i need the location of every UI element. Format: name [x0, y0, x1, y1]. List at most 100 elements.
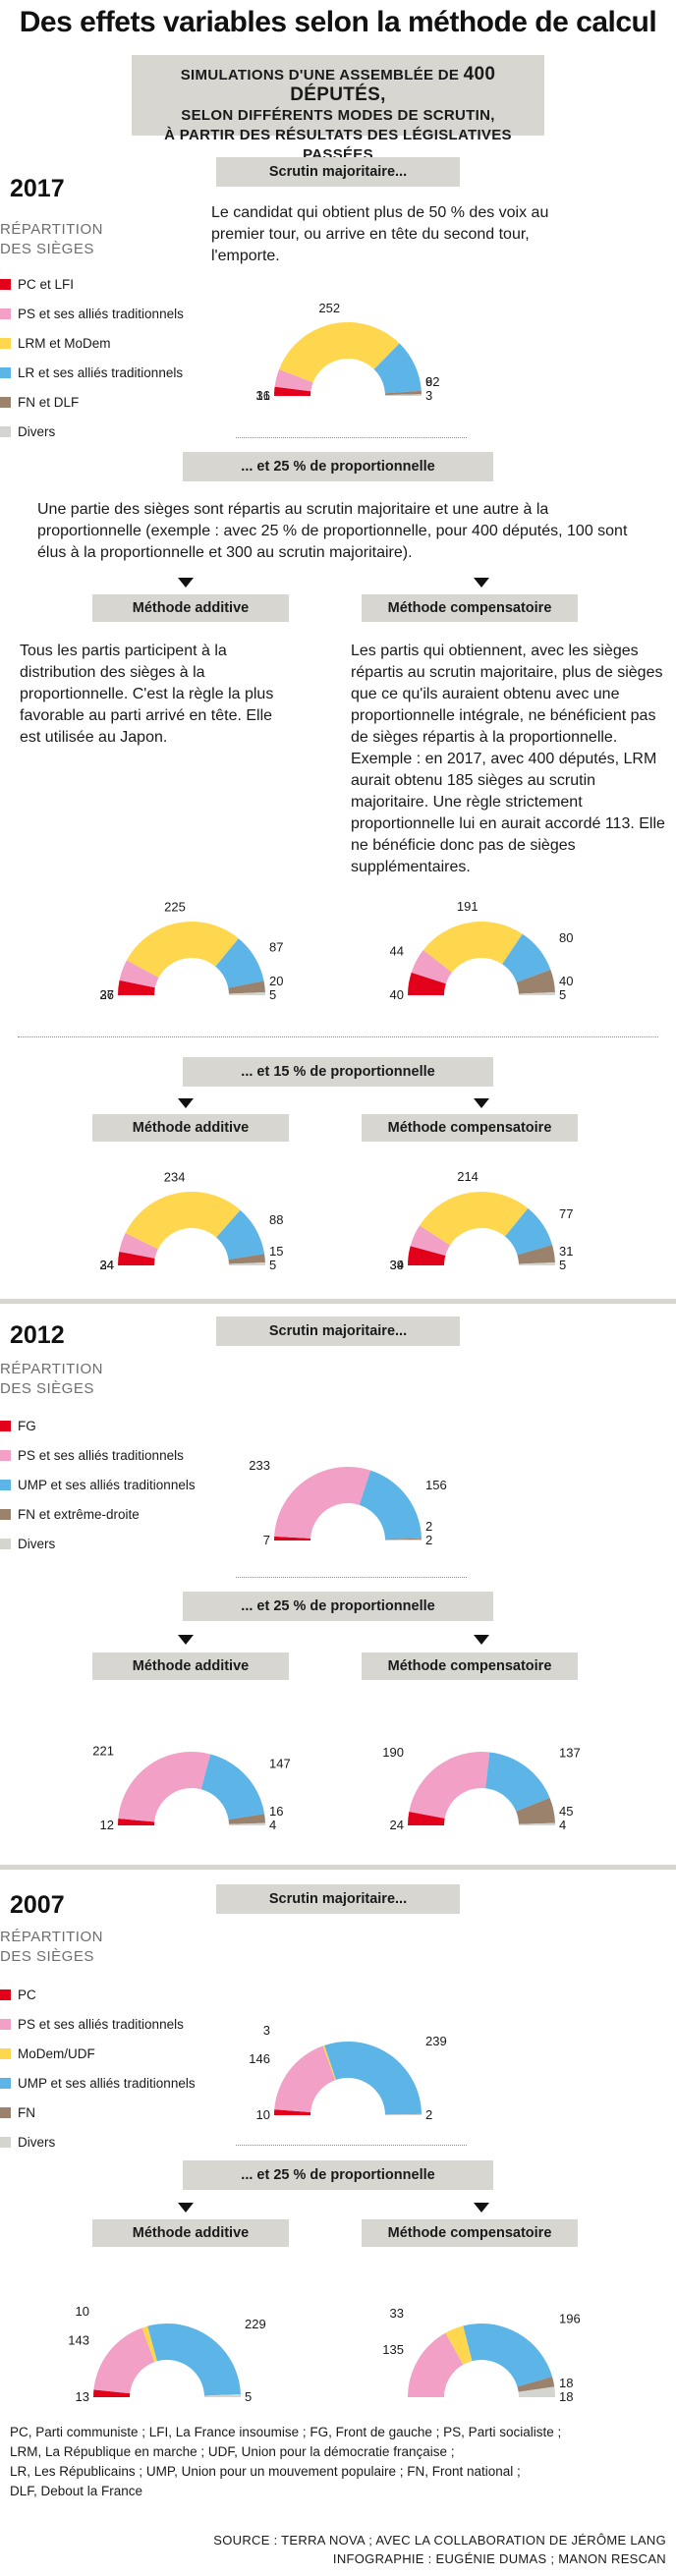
- legend-swatch: [0, 308, 11, 319]
- subtitle-line-2: selon différents modes de scrutin,: [181, 107, 495, 124]
- legend-label: PC: [18, 1988, 36, 2002]
- legend-item: FG: [0, 1417, 196, 1436]
- method-compensatoire-box: Méthode compensatoire: [362, 1652, 578, 1680]
- chart-segment: [118, 1251, 155, 1265]
- legend-swatch: [0, 2048, 11, 2059]
- arrow-down-icon: [178, 1098, 194, 1108]
- legend-item: PS et ses alliés traditionnels: [0, 1446, 196, 1466]
- chart-value-label: 40: [390, 987, 404, 1002]
- method-additive-box: Méthode additive: [92, 2219, 289, 2247]
- chart-segment: [502, 933, 551, 982]
- chart-value-label: 88: [269, 1212, 283, 1227]
- chart-segment: [516, 1797, 555, 1824]
- chart-value-label: 156: [425, 1478, 447, 1492]
- legend-swatch: [0, 2137, 11, 2148]
- repartition-label-2007: RÉPARTITION DES SIÈGES: [0, 1928, 103, 1967]
- chart-value-label: 5: [559, 1258, 566, 1272]
- chart-segment: [215, 938, 264, 988]
- chart-2012-majoritaire: 7 233 156 22: [249, 1458, 447, 1547]
- chart-value-label: 92: [425, 374, 439, 389]
- legend-label: FN et DLF: [18, 395, 80, 410]
- repartition-line-2: DES SIÈGES: [0, 241, 94, 257]
- legend-label: Divers: [18, 2135, 56, 2150]
- legend-label: FN et extrême-droite: [18, 1507, 140, 1522]
- legend-item: PC: [0, 1986, 196, 2005]
- chart-value-label: 4: [559, 1818, 566, 1832]
- chart-value-label: 6: [425, 374, 432, 389]
- chart-value-label: 191: [457, 899, 479, 914]
- dotted-divider: [236, 2145, 467, 2146]
- chart-value-label: 2: [425, 1519, 432, 1534]
- year-2007: 2007: [10, 1891, 65, 1919]
- chart-value-label: 34: [100, 1258, 114, 1272]
- chart-value-label: 233: [249, 1458, 270, 1473]
- chart-segment: [518, 1262, 555, 1265]
- arrow-down-icon: [178, 2203, 194, 2212]
- chart-value-label: 31: [559, 1244, 573, 1259]
- legend-swatch: [0, 1539, 11, 1549]
- chart-value-label: 147: [269, 1757, 291, 1771]
- chart-segment: [93, 2327, 155, 2394]
- repartition-line-1: RÉPARTITION: [0, 1929, 103, 1945]
- repartition-line-1: RÉPARTITION: [0, 1361, 103, 1377]
- legend-swatch: [0, 1509, 11, 1520]
- legend-label: MoDem/UDF: [18, 2046, 95, 2061]
- chart-segment: [463, 2324, 553, 2387]
- section-separator: [0, 1299, 676, 1304]
- chart-value-label: 18: [559, 2389, 573, 2404]
- chart-value-label: 234: [164, 1170, 186, 1185]
- subtitle-line-1-big: 400 députés,: [290, 64, 496, 105]
- chart-value-label: 2: [425, 2107, 432, 2122]
- chart-value-label: 33: [390, 2306, 404, 2321]
- legend-label: LRM et MoDem: [18, 336, 111, 351]
- chart-segment: [324, 2042, 422, 2115]
- chart-segment: [445, 2325, 473, 2365]
- legend-label: Divers: [18, 424, 56, 439]
- chart-segment: [118, 980, 155, 995]
- footnote-line: LRM, La République en marche ; UDF, Unio…: [10, 2444, 455, 2459]
- legend-swatch: [0, 2078, 11, 2089]
- chart-segment: [384, 390, 422, 396]
- chart-value-label: 4: [269, 1818, 276, 1832]
- chart-2012-25-compensatoire: 24 190 137 454: [382, 1745, 581, 1832]
- chart-value-label: 2: [425, 1533, 432, 1547]
- chart-segment: [228, 980, 265, 994]
- chart-value-label: 214: [457, 1169, 479, 1184]
- chart-segment: [203, 2394, 241, 2397]
- subtitle-line-1: Simulations d'une assemblée de 400 déput…: [132, 65, 544, 106]
- chart-segment: [93, 2389, 131, 2397]
- legend-swatch: [0, 397, 11, 408]
- chart-value-label: 10: [256, 2107, 270, 2122]
- chart-value-label: 5: [269, 987, 276, 1002]
- dotted-divider: [236, 1577, 467, 1578]
- legend-label: FN: [18, 2105, 35, 2120]
- legend-item: Divers: [0, 422, 184, 442]
- compensatoire-explanation: Les partis qui obtiennent, avec les sièg…: [351, 643, 665, 875]
- chart-segment: [216, 1209, 265, 1260]
- legend-2017: PC et LFI PS et ses alliés traditionnels L…: [0, 275, 184, 452]
- credits-line: INFOGRAPHIE : EUGÉNIE DUMAS ; MANON RESC…: [332, 2551, 666, 2566]
- legend-label: Divers: [18, 1537, 56, 1551]
- legend-item: PC et LFI: [0, 275, 184, 295]
- p15-box-2017: ... et 15 % de proportionnelle: [183, 1057, 493, 1087]
- chart-segment: [200, 1754, 265, 1820]
- chart-segment: [119, 1233, 158, 1259]
- chart-segment: [518, 2386, 555, 2397]
- chart-value-label: 137: [559, 1746, 581, 1761]
- legend-item: FN: [0, 2103, 196, 2123]
- chart-segment: [408, 1246, 446, 1265]
- chart-segment: [147, 2324, 241, 2396]
- chart-segment: [126, 922, 239, 978]
- legend-item: MoDem/UDF: [0, 2044, 196, 2064]
- chart-value-label: 13: [76, 2389, 89, 2404]
- arrow-down-icon: [474, 1635, 489, 1645]
- chart-segment: [384, 1538, 422, 1540]
- chart-segment: [419, 1192, 529, 1246]
- chart-segment: [119, 960, 159, 988]
- chart-value-label: 31: [256, 388, 270, 403]
- chart-segment: [518, 992, 555, 995]
- chart-value-label: 39: [390, 1258, 404, 1272]
- arrow-down-icon: [474, 1098, 489, 1108]
